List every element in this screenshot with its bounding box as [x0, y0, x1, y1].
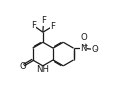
- Text: N: N: [80, 44, 86, 53]
- Text: +: +: [83, 43, 88, 49]
- Text: F: F: [31, 21, 36, 30]
- Text: O: O: [91, 45, 98, 54]
- Text: F: F: [41, 16, 46, 25]
- Text: NH: NH: [36, 65, 49, 74]
- Text: O: O: [80, 33, 87, 42]
- Text: O: O: [19, 62, 26, 71]
- Text: -: -: [95, 46, 97, 52]
- Text: F: F: [50, 22, 55, 31]
